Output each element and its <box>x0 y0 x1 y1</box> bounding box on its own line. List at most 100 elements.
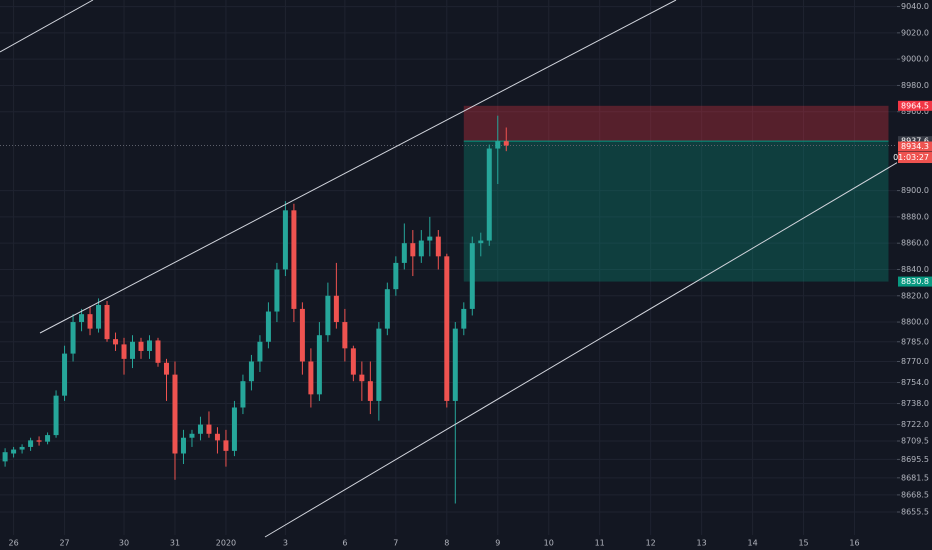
y-tick-label: 9040.0 <box>901 2 929 11</box>
entry-label-bg <box>898 136 932 147</box>
candle-body <box>418 240 424 257</box>
y-tick-label: 8681.5 <box>901 473 929 482</box>
candle-body <box>410 243 416 257</box>
y-tick-label: 8695.5 <box>901 455 929 464</box>
candle-body <box>130 341 136 359</box>
x-tick-label: 11 <box>595 539 605 548</box>
candle-body <box>435 236 441 257</box>
candle-body <box>240 381 246 408</box>
candle-body <box>291 210 297 309</box>
candle-body <box>393 262 399 290</box>
y-tick-label: 9000.0 <box>901 55 929 64</box>
countdown-label: 01:03:27 <box>893 153 929 162</box>
candle-body <box>28 440 34 447</box>
candle-body <box>495 141 501 149</box>
candle-body <box>333 295 339 323</box>
countdown-label-bg <box>898 152 932 164</box>
y-tick-label: 8722.0 <box>901 420 929 429</box>
candle-body <box>231 407 237 451</box>
trend-line <box>264 141 932 538</box>
candle-body <box>486 148 492 241</box>
y-tick-label: 8900.0 <box>901 186 929 195</box>
trend-line <box>0 0 94 53</box>
candle-body <box>53 395 59 436</box>
stop-zone <box>463 105 889 142</box>
y-tick-label: 8754.0 <box>901 378 929 387</box>
candle-body <box>223 440 229 451</box>
candle-body <box>147 340 152 351</box>
candle-body <box>376 328 382 401</box>
candle-body <box>257 341 263 362</box>
stop-label: 8964.5 <box>901 101 929 110</box>
entry-label: 8937.6 <box>901 137 929 146</box>
candle-body <box>359 374 365 382</box>
y-tick-label: 8840.0 <box>901 265 929 274</box>
candle-body <box>2 452 8 462</box>
candle-body <box>316 335 322 395</box>
target-label-bg <box>898 276 932 287</box>
candle-body <box>469 243 475 309</box>
candle-body <box>452 328 458 401</box>
y-tick-label: 8655.5 <box>901 507 929 516</box>
x-tick-label: 6 <box>342 539 347 548</box>
candle-body <box>11 449 17 454</box>
candle-body <box>350 348 356 375</box>
y-tick-label: 9020.0 <box>901 28 929 37</box>
price-axis <box>897 0 932 550</box>
y-tick-label: 8785.0 <box>901 337 929 346</box>
candle-body <box>163 362 169 375</box>
x-tick-label: 26 <box>8 539 18 548</box>
target-zone <box>463 141 889 282</box>
candle-body <box>197 424 203 434</box>
y-tick-label: 8820.0 <box>901 291 929 300</box>
candle-body <box>87 314 93 329</box>
x-tick-label: 8 <box>444 539 449 548</box>
y-tick-label: 8668.5 <box>901 490 929 499</box>
x-tick-label: 14 <box>748 539 758 548</box>
candle-body <box>214 433 220 441</box>
candle-body <box>282 210 288 270</box>
y-tick-label: 8800.0 <box>901 318 929 327</box>
candle-body <box>155 340 161 363</box>
y-tick-label: 8709.5 <box>901 437 929 446</box>
x-tick-label: 16 <box>849 539 859 548</box>
candle-body <box>444 256 450 401</box>
candle-body <box>206 424 212 434</box>
candle-body <box>104 304 110 340</box>
candle-body <box>503 141 509 146</box>
last-price-label-bg <box>898 141 932 152</box>
candle-body <box>113 339 119 345</box>
target-label: 8830.8 <box>901 277 929 286</box>
candle-body <box>401 243 407 263</box>
x-tick-label: 3 <box>283 539 288 548</box>
candle-body <box>325 295 331 336</box>
last-price-label: 8934.3 <box>901 142 929 151</box>
trend-line <box>39 0 677 334</box>
x-tick-label: 2020 <box>216 539 236 548</box>
candle-body <box>189 433 195 438</box>
candle-body <box>180 437 186 454</box>
candle-body <box>79 314 85 323</box>
candle-body <box>70 322 76 354</box>
x-tick-label: 15 <box>798 539 808 548</box>
y-tick-label: 8738.0 <box>901 399 929 408</box>
x-tick-label: 10 <box>544 539 554 548</box>
candle-body <box>478 240 484 244</box>
x-tick-label: 30 <box>119 539 129 548</box>
x-tick-label: 7 <box>393 539 398 548</box>
candle-body <box>384 289 390 329</box>
candle-body <box>248 361 254 382</box>
x-tick-label: 31 <box>170 539 180 548</box>
candle-body <box>96 304 102 329</box>
candle-body <box>299 308 305 362</box>
candle-body <box>138 341 144 351</box>
y-tick-label: 8770.0 <box>901 357 929 366</box>
y-tick-label: 8880.0 <box>901 212 929 221</box>
y-tick-label: 8980.0 <box>901 81 929 90</box>
candle-body <box>308 361 314 395</box>
candle-body <box>461 308 467 329</box>
candle-body <box>427 236 433 241</box>
candle-body <box>342 322 348 349</box>
